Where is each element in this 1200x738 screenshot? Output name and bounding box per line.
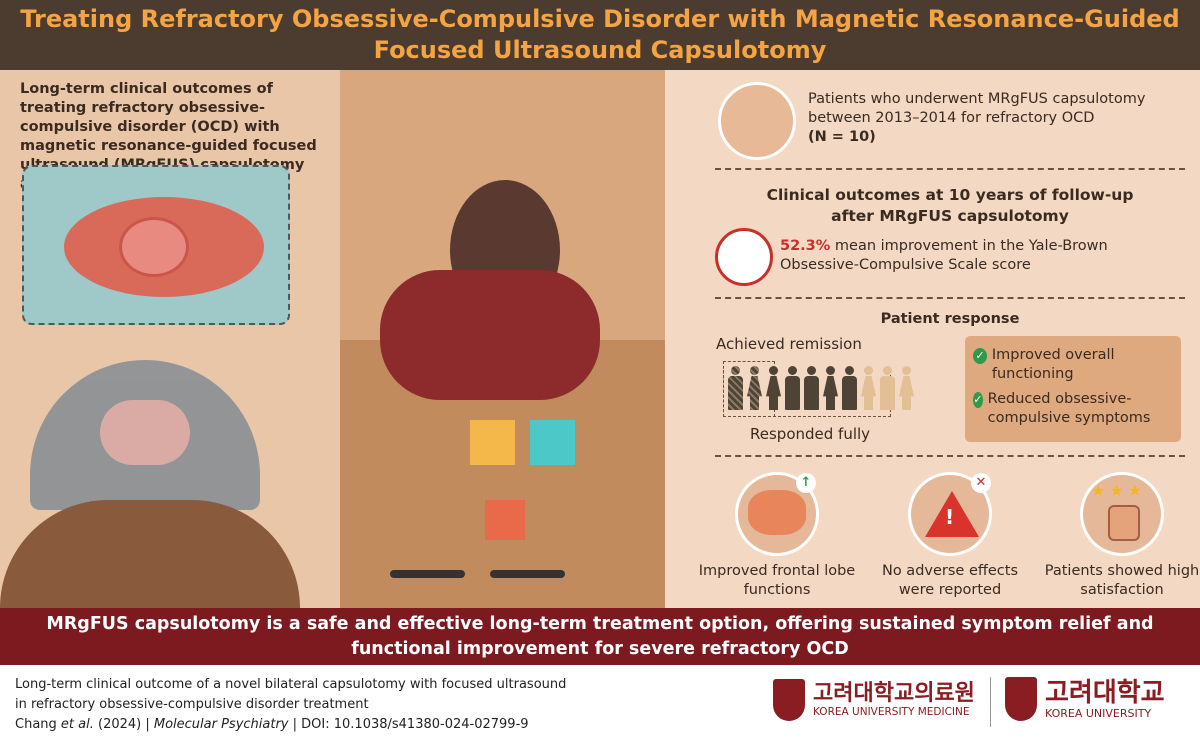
ybocs-outcome: 52.3% mean improvement in the Yale-Brown… [780, 238, 1108, 273]
patients-description: Patients who underwent MRgFUS capsulotom… [808, 91, 1146, 145]
title-banner: Treating Refractory Obsessive-Compulsive… [0, 0, 1200, 70]
benefit-item: ✓ Reduced obsessive-compulsive symptoms [973, 391, 1151, 426]
benefit-item: ✓ Improved overall functioning [973, 346, 1173, 384]
ku-medicine-logo: 고려대학교의료원 KOREA UNIVERSITY MEDICINE [773, 679, 975, 721]
brain-up-arrow-icon: ↑ [735, 472, 819, 556]
thumbs-up-stars-icon: ★★★ [1080, 472, 1164, 556]
remission-female-figure-icon [746, 366, 763, 410]
korea-university-logo: 고려대학교 KOREA UNIVERSITY [1005, 677, 1165, 721]
responder-male-figure-icon [841, 366, 858, 410]
response-heading: Patient response [880, 311, 1020, 327]
clipboard-icon [715, 228, 773, 286]
patient-shoulders [0, 500, 300, 608]
cell-illustration [22, 165, 290, 325]
non-responder-female-figure-icon [898, 366, 915, 410]
footer: Long-term clinical outcome of a novel bi… [0, 665, 1200, 738]
desk-illustration [340, 70, 665, 608]
responder-male-figure-icon [803, 366, 820, 410]
left-panel: Long-term clinical outcomes of treating … [0, 70, 340, 608]
person-arms [380, 270, 600, 400]
benefits-box: ✓ Improved overall functioning ✓ Reduced o… [965, 336, 1181, 442]
title-line-1: Treating Refractory Obsessive-Compulsive… [20, 5, 1180, 33]
non-responder-male-figure-icon [879, 366, 896, 410]
patient-figures [727, 366, 917, 414]
responder-female-figure-icon [822, 366, 839, 410]
logo-divider [990, 677, 991, 727]
check-icon: ✓ [973, 392, 983, 408]
conclusion-banner: MRgFUS capsulotomy is a safe and effecti… [0, 608, 1200, 665]
citation: Long-term clinical outcome of a novel bi… [15, 677, 567, 732]
outcomes-heading: Clinical outcomes at 10 years of follow-… [766, 186, 1134, 225]
divider [715, 297, 1185, 299]
korea-university-shield-icon [1005, 677, 1037, 721]
diverse-people-icon [718, 82, 796, 160]
result-caption: No adverse effects were reported [881, 563, 1018, 598]
responder-female-figure-icon [765, 366, 782, 410]
responder-male-figure-icon [784, 366, 801, 410]
remission-male-figure-icon [727, 366, 744, 410]
ku-medicine-shield-icon [773, 679, 805, 721]
check-icon: ✓ [973, 348, 987, 364]
divider [715, 455, 1185, 457]
title-line-2: Focused Ultrasound Capsulotomy [373, 36, 827, 64]
divider [715, 168, 1185, 170]
remission-label: Achieved remission [716, 335, 862, 353]
result-caption: Patients showed high satisfaction [1044, 563, 1200, 598]
non-responder-female-figure-icon [860, 366, 877, 410]
mri-helmet-illustration [30, 360, 260, 510]
warning-x-icon: ! ✕ [908, 472, 992, 556]
intro-text: Long-term clinical outcomes of treating … [20, 81, 317, 192]
responded-label: Responded fully [750, 425, 871, 443]
result-caption: Improved frontal lobe functions [698, 563, 856, 598]
